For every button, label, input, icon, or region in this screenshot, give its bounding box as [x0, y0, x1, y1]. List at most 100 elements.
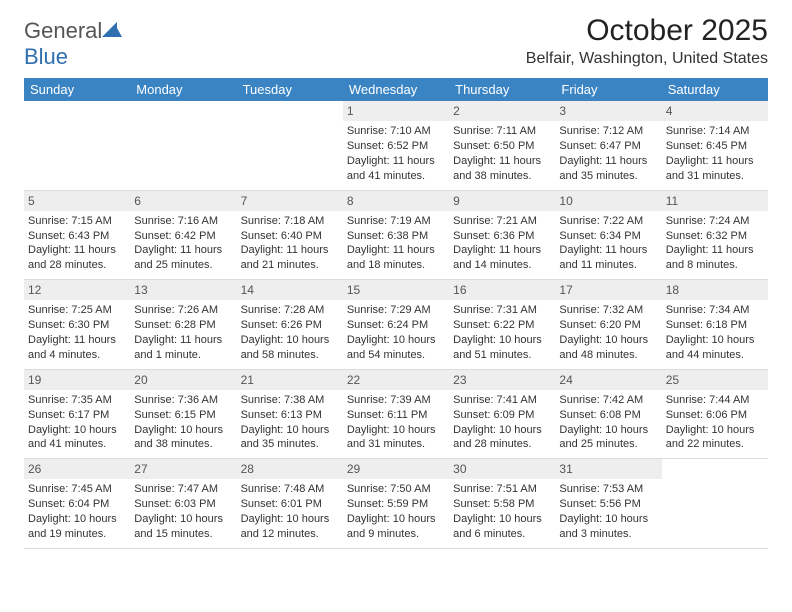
sunset-line: Sunset: 6:32 PM: [666, 229, 764, 244]
day-number: 22: [343, 370, 449, 390]
day-number: 13: [130, 280, 236, 300]
daylight-line-1: Daylight: 10 hours: [666, 333, 764, 348]
daylight-line-2: and 38 minutes.: [453, 169, 551, 184]
day-number: 20: [130, 370, 236, 390]
day-number: 3: [555, 101, 661, 121]
sunset-line: Sunset: 6:28 PM: [134, 318, 232, 333]
daylight-line-1: Daylight: 11 hours: [134, 333, 232, 348]
sunrise-line: Sunrise: 7:19 AM: [347, 214, 445, 229]
sunrise-line: Sunrise: 7:34 AM: [666, 303, 764, 318]
day-cell: 31Sunrise: 7:53 AMSunset: 5:56 PMDayligh…: [555, 459, 661, 548]
day-cell: [237, 101, 343, 190]
day-number: 26: [24, 459, 130, 479]
sunrise-line: Sunrise: 7:15 AM: [28, 214, 126, 229]
weekday-header: Wednesday: [343, 78, 449, 101]
daylight-line-2: and 48 minutes.: [559, 348, 657, 363]
day-cell: 27Sunrise: 7:47 AMSunset: 6:03 PMDayligh…: [130, 459, 236, 548]
day-cell: 19Sunrise: 7:35 AMSunset: 6:17 PMDayligh…: [24, 370, 130, 459]
daylight-line-1: Daylight: 10 hours: [347, 423, 445, 438]
day-cell: 18Sunrise: 7:34 AMSunset: 6:18 PMDayligh…: [662, 280, 768, 369]
day-number: 2: [449, 101, 555, 121]
daylight-line-2: and 1 minute.: [134, 348, 232, 363]
day-cell: 6Sunrise: 7:16 AMSunset: 6:42 PMDaylight…: [130, 191, 236, 280]
day-number: 29: [343, 459, 449, 479]
day-cell: 7Sunrise: 7:18 AMSunset: 6:40 PMDaylight…: [237, 191, 343, 280]
brand-part1: General: [24, 18, 102, 43]
sunset-line: Sunset: 6:50 PM: [453, 139, 551, 154]
sunset-line: Sunset: 6:34 PM: [559, 229, 657, 244]
day-number: 21: [237, 370, 343, 390]
day-cell: 23Sunrise: 7:41 AMSunset: 6:09 PMDayligh…: [449, 370, 555, 459]
day-cell: 13 Sunrise: 7:26 AMSunset: 6:28 PMDayligh…: [130, 280, 236, 369]
daylight-line-2: and 28 minutes.: [453, 437, 551, 452]
day-number: 14: [237, 280, 343, 300]
sunrise-line: Sunrise: 7:45 AM: [28, 482, 126, 497]
day-number: 16: [449, 280, 555, 300]
daylight-line-1: Daylight: 10 hours: [453, 333, 551, 348]
daylight-line-2: and 51 minutes.: [453, 348, 551, 363]
sunrise-line: Sunrise: 7:29 AM: [347, 303, 445, 318]
day-cell: 24Sunrise: 7:42 AMSunset: 6:08 PMDayligh…: [555, 370, 661, 459]
week-row: 12Sunrise: 7:25 AMSunset: 6:30 PMDayligh…: [24, 280, 768, 370]
brand-part2: Blue: [24, 44, 68, 69]
day-number: 31: [555, 459, 661, 479]
daylight-line-1: Daylight: 10 hours: [559, 512, 657, 527]
sunrise-line: Sunrise: 7:32 AM: [559, 303, 657, 318]
sunrise-line: Sunrise: 7:35 AM: [28, 393, 126, 408]
day-number: 15: [343, 280, 449, 300]
day-cell: 10Sunrise: 7:22 AMSunset: 6:34 PMDayligh…: [555, 191, 661, 280]
weekday-header: Friday: [555, 78, 661, 101]
page-header: General Blue October 2025 Belfair, Washi…: [24, 14, 768, 74]
daylight-line-2: and 19 minutes.: [28, 527, 126, 542]
sunset-line: Sunset: 5:59 PM: [347, 497, 445, 512]
daylight-line-1: Daylight: 10 hours: [241, 512, 339, 527]
daylight-line-2: and 28 minutes.: [28, 258, 126, 273]
daylight-line-1: Daylight: 11 hours: [28, 243, 126, 258]
sunset-line: Sunset: 6:17 PM: [28, 408, 126, 423]
day-cell: 2Sunrise: 7:11 AMSunset: 6:50 PMDaylight…: [449, 101, 555, 190]
sunset-line: Sunset: 6:43 PM: [28, 229, 126, 244]
day-cell: 1Sunrise: 7:10 AMSunset: 6:52 PMDaylight…: [343, 101, 449, 190]
sunset-line: Sunset: 6:18 PM: [666, 318, 764, 333]
sunrise-line: Sunrise: 7:14 AM: [666, 124, 764, 139]
daylight-line-2: and 31 minutes.: [666, 169, 764, 184]
daylight-line-1: Daylight: 11 hours: [453, 154, 551, 169]
day-cell: 30Sunrise: 7:51 AMSunset: 5:58 PMDayligh…: [449, 459, 555, 548]
day-cell: 21Sunrise: 7:38 AMSunset: 6:13 PMDayligh…: [237, 370, 343, 459]
daylight-line-1: Daylight: 11 hours: [666, 154, 764, 169]
day-cell: [662, 459, 768, 548]
sunset-line: Sunset: 6:30 PM: [28, 318, 126, 333]
sunset-line: Sunset: 6:47 PM: [559, 139, 657, 154]
day-cell: 17Sunrise: 7:32 AMSunset: 6:20 PMDayligh…: [555, 280, 661, 369]
day-cell: 28Sunrise: 7:48 AMSunset: 6:01 PMDayligh…: [237, 459, 343, 548]
sunrise-line: Sunrise: 7:26 AM: [134, 303, 232, 318]
daylight-line-2: and 6 minutes.: [453, 527, 551, 542]
sunset-line: Sunset: 6:52 PM: [347, 139, 445, 154]
day-cell: [130, 101, 236, 190]
day-number: 5: [24, 191, 130, 211]
daylight-line-2: and 4 minutes.: [28, 348, 126, 363]
day-number: 7: [237, 191, 343, 211]
sunrise-line: Sunrise: 7:24 AM: [666, 214, 764, 229]
day-number: 8: [343, 191, 449, 211]
day-cell: 14Sunrise: 7:28 AMSunset: 6:26 PMDayligh…: [237, 280, 343, 369]
daylight-line-1: Daylight: 10 hours: [134, 423, 232, 438]
sunset-line: Sunset: 6:26 PM: [241, 318, 339, 333]
day-cell: 29Sunrise: 7:50 AMSunset: 5:59 PMDayligh…: [343, 459, 449, 548]
day-number: 4: [662, 101, 768, 121]
daylight-line-2: and 25 minutes.: [559, 437, 657, 452]
sunrise-line: Sunrise: 7:22 AM: [559, 214, 657, 229]
daylight-line-1: Daylight: 11 hours: [28, 333, 126, 348]
sunrise-line: Sunrise: 7:21 AM: [453, 214, 551, 229]
day-number: 1: [343, 101, 449, 121]
day-number: 10: [555, 191, 661, 211]
day-cell: 15Sunrise: 7:29 AMSunset: 6:24 PMDayligh…: [343, 280, 449, 369]
week-row: 5 Sunrise: 7:15 AMSunset: 6:43 PMDaylight…: [24, 191, 768, 281]
daylight-line-1: Daylight: 10 hours: [347, 333, 445, 348]
day-cell: 3Sunrise: 7:12 AMSunset: 6:47 PMDaylight…: [555, 101, 661, 190]
day-number: 12: [24, 280, 130, 300]
sunset-line: Sunset: 6:36 PM: [453, 229, 551, 244]
sunrise-line: Sunrise: 7:53 AM: [559, 482, 657, 497]
sunset-line: Sunset: 6:38 PM: [347, 229, 445, 244]
weekday-header: Monday: [130, 78, 236, 101]
